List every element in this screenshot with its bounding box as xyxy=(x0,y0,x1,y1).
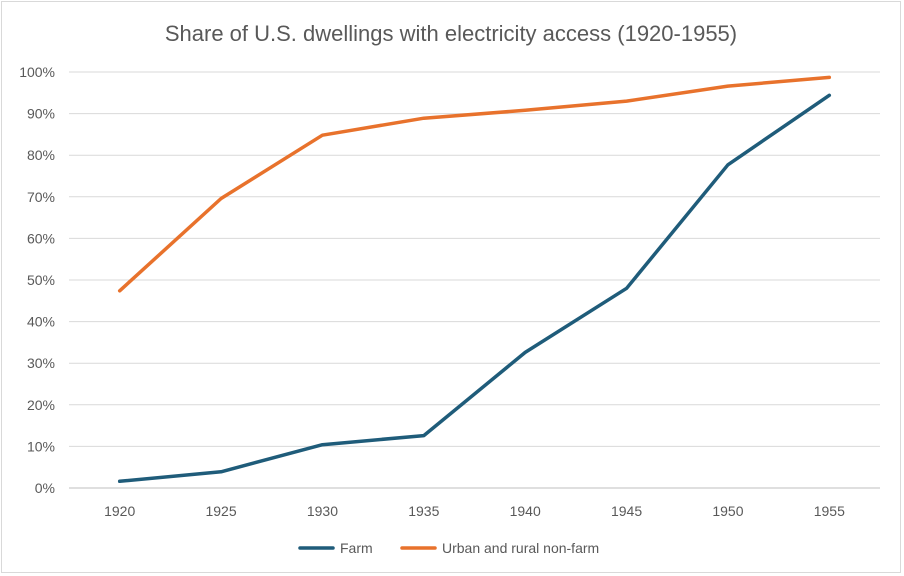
y-tick-label: 60% xyxy=(27,230,55,246)
series-lines xyxy=(117,75,832,484)
series-line-urban-rural-non-farm xyxy=(117,75,832,293)
gridlines xyxy=(69,71,880,489)
y-tick-label: 70% xyxy=(27,189,55,205)
x-tick-label: 1920 xyxy=(104,503,135,519)
y-tick-label: 20% xyxy=(27,397,55,413)
series-line-farm xyxy=(117,93,832,484)
y-tick-label: 10% xyxy=(27,438,55,454)
x-tick-label: 1930 xyxy=(307,503,338,519)
y-tick-label: 80% xyxy=(27,147,55,163)
y-tick-label: 30% xyxy=(27,355,55,371)
chart-title: Share of U.S. dwellings with electricity… xyxy=(165,21,737,46)
y-tick-label: 50% xyxy=(27,272,55,288)
x-tick-label: 1940 xyxy=(510,503,541,519)
y-axis-tick-labels: 0% 10% 20% 30% 40% 50% 60% 70% 80% 90% 100% xyxy=(19,64,55,496)
x-tick-label: 1925 xyxy=(205,503,236,519)
legend-label: Farm xyxy=(340,540,373,556)
legend: Farm Urban and rural non-farm xyxy=(298,540,599,556)
x-axis-tick-labels: 1920 1925 1930 1935 1940 1945 1950 1955 xyxy=(104,503,845,519)
y-tick-label: 100% xyxy=(19,64,55,80)
x-tick-label: 1950 xyxy=(712,503,743,519)
y-tick-label: 90% xyxy=(27,106,55,122)
x-tick-label: 1955 xyxy=(814,503,845,519)
x-tick-label: 1945 xyxy=(611,503,642,519)
x-tick-label: 1935 xyxy=(408,503,439,519)
y-tick-label: 0% xyxy=(35,480,55,496)
legend-label: Urban and rural non-farm xyxy=(442,540,599,556)
y-tick-label: 40% xyxy=(27,314,55,330)
